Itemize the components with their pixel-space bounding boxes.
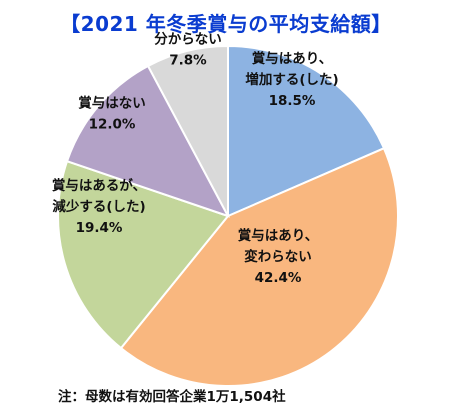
pie-slice	[227, 44, 386, 218]
pie-slice	[65, 64, 231, 218]
chart-note: 注：母数は有効回答企業1万1,504社	[58, 389, 286, 405]
slice-category-label: 賞与はあり、	[252, 50, 332, 67]
chart-title: 【2021 年冬季賞与の平均支給額】	[60, 12, 392, 36]
slice-category-label: 分からない	[154, 32, 222, 48]
slice-category-label: 増加する(した)	[245, 71, 338, 88]
slice-category-label: 賞与はない	[78, 95, 146, 112]
slice-category-label: 賞与はあるが、	[52, 177, 146, 194]
slice-value-label: 18.5%	[269, 93, 316, 109]
slice-category-label: 減少する(した)	[52, 198, 145, 215]
pie-slice	[146, 44, 229, 217]
slice-category-label: 変わらない	[244, 248, 312, 265]
pie-slice	[57, 159, 230, 350]
slice-value-label: 7.8%	[169, 53, 207, 69]
pie-slice	[119, 146, 399, 387]
slice-category-label: 賞与はあり、	[238, 227, 318, 244]
slice-value-label: 19.4%	[76, 220, 123, 236]
slice-value-label: 42.4%	[255, 270, 302, 286]
slice-value-label: 12.0%	[89, 117, 136, 133]
